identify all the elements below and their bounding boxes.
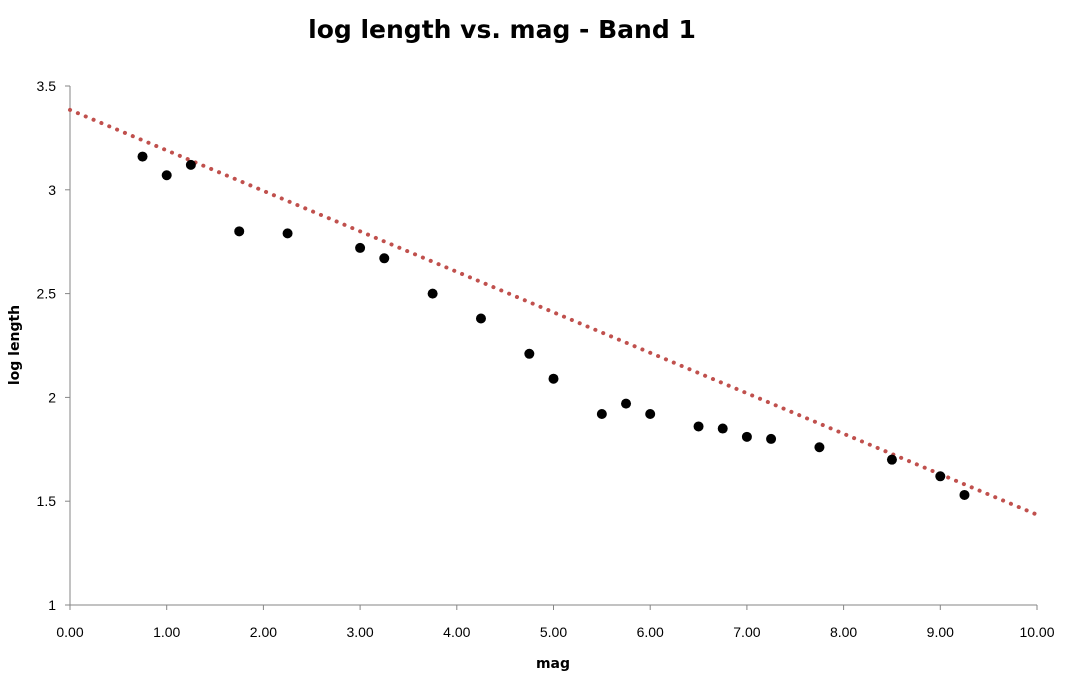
y-tick-label: 1 <box>48 597 56 613</box>
x-tick-label: 6.00 <box>637 624 664 640</box>
data-point <box>185 159 196 170</box>
data-point <box>596 409 607 420</box>
data-point <box>355 242 366 253</box>
x-tick-label: 5.00 <box>540 624 567 640</box>
data-point <box>524 348 535 359</box>
y-tick-label: 1.5 <box>37 493 57 509</box>
y-tick-label: 2 <box>48 389 56 405</box>
data-point <box>379 253 390 264</box>
x-tick-label: 10.00 <box>1019 624 1054 640</box>
chart-title: log length vs. mag - Band 1 <box>308 15 696 44</box>
x-tick-label: 8.00 <box>830 624 857 640</box>
data-point <box>427 288 438 299</box>
data-point <box>282 228 293 239</box>
data-point <box>137 151 148 162</box>
x-axis-title: mag <box>536 656 570 672</box>
trendline-layer <box>68 107 1039 517</box>
x-tick-label: 2.00 <box>250 624 277 640</box>
x-axis-ticks: 0.00 1.00 2.00 3.00 4.00 5.00 6.00 7.00 8.00 9.00… <box>56 605 1055 640</box>
x-tick-label: 7.00 <box>733 624 760 640</box>
data-points-layer <box>137 151 970 500</box>
x-tick-label: 1.00 <box>153 624 180 640</box>
data-point <box>234 226 245 237</box>
trendline <box>68 107 1039 517</box>
x-tick-label: 9.00 <box>927 624 954 640</box>
y-tick-label: 2.5 <box>37 286 57 302</box>
y-axis-ticks: 1 1.5 2 2.5 3 3.5 <box>37 78 70 613</box>
data-point <box>693 421 704 432</box>
data-point <box>886 454 897 465</box>
data-point <box>621 398 632 409</box>
data-point <box>161 170 172 181</box>
data-point <box>935 471 946 482</box>
data-point <box>475 313 486 324</box>
data-point <box>766 433 777 444</box>
data-point <box>548 373 559 384</box>
data-point <box>645 409 656 420</box>
y-tick-label: 3 <box>48 182 56 198</box>
data-point <box>741 431 752 442</box>
data-point <box>959 489 970 500</box>
x-tick-label: 0.00 <box>56 624 83 640</box>
data-point <box>814 442 825 453</box>
x-tick-label: 4.00 <box>443 624 470 640</box>
y-axis-title: log length <box>7 305 23 385</box>
data-point <box>717 423 728 434</box>
y-tick-label: 3.5 <box>37 78 57 94</box>
x-tick-label: 3.00 <box>346 624 373 640</box>
